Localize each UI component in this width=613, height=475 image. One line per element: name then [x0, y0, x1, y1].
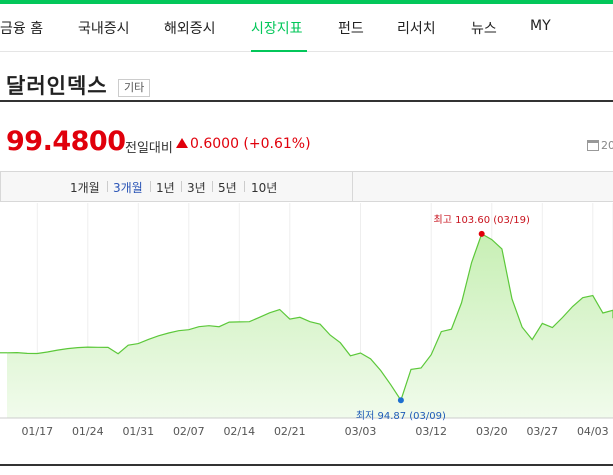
- top-accent-bar: [0, 0, 613, 4]
- chart-svg: 01/17 01/24 01/31 02/07 02/14 02/21 03/03 03/12…: [0, 203, 613, 466]
- period-bar-divider: [352, 172, 353, 201]
- title-row: 달러인덱스 기타: [0, 66, 613, 102]
- nav-item-finance-home[interactable]: 금융 홈: [0, 21, 44, 37]
- nav-item-news[interactable]: 뉴스: [471, 21, 497, 37]
- series-line: [6, 233, 613, 402]
- nav-item-research[interactable]: 리서치: [397, 21, 436, 37]
- x-tick-label: 03/27: [526, 425, 558, 438]
- x-tick-label: 02/14: [223, 425, 255, 438]
- x-tick-label: 02/07: [173, 425, 205, 438]
- nav-item-domestic-stocks[interactable]: 국내증시: [78, 21, 130, 37]
- up-triangle-icon: [176, 138, 188, 148]
- area-fill: [7, 233, 613, 418]
- high-point-marker: [478, 230, 485, 237]
- period-10-years[interactable]: 10년: [251, 181, 278, 195]
- nav-item-my[interactable]: MY: [530, 18, 551, 34]
- period-separator: [150, 181, 151, 192]
- page-title: 달러인덱스: [6, 74, 108, 98]
- x-tick-label: 03/12: [415, 425, 447, 438]
- change-value: 0.6000 (+0.61%): [190, 136, 311, 152]
- x-tick-label: 04/03: [577, 425, 609, 438]
- period-separator: [107, 181, 108, 192]
- current-price: 99.4800: [6, 126, 126, 157]
- dollar-index-chart[interactable]: 01/17 01/24 01/31 02/07 02/14 02/21 03/03 03/12…: [0, 203, 613, 475]
- quote-summary: 99.4800 전일대비 0.6000 (+0.61%) 20: [0, 104, 613, 170]
- x-tick-label: 01/31: [122, 425, 154, 438]
- nav-item-overseas-stocks[interactable]: 해외증시: [164, 21, 216, 37]
- x-tick-label: 03/03: [345, 425, 377, 438]
- period-separator: [244, 181, 245, 192]
- x-tick-label: 01/17: [21, 425, 53, 438]
- x-tick-label: 01/24: [72, 425, 104, 438]
- low-point-marker: [397, 397, 404, 404]
- period-1-month[interactable]: 1개월: [70, 181, 100, 195]
- x-tick-label: 03/20: [476, 425, 508, 438]
- period-3-months[interactable]: 3개월: [113, 181, 143, 195]
- period-1-year[interactable]: 1년: [156, 181, 175, 195]
- low-annotation-label: 최저 94.87 (03/09): [356, 410, 446, 422]
- change-value-wrap: 0.6000 (+0.61%): [176, 136, 311, 152]
- period-separator: [212, 181, 213, 192]
- nav-item-market-indicators[interactable]: 시장지표: [251, 21, 303, 37]
- chart-area: [0, 233, 613, 418]
- category-tag: 기타: [118, 79, 151, 97]
- print-label[interactable]: 20: [601, 139, 613, 152]
- change-label: 전일대비: [125, 141, 173, 156]
- high-annotation-label: 최고 103.60 (03/19): [434, 214, 530, 226]
- chart-x-axis: 01/17 01/24 01/31 02/07 02/14 02/21 03/03 03/12…: [0, 417, 613, 466]
- period-3-years[interactable]: 3년: [187, 181, 206, 195]
- period-separator: [181, 181, 182, 192]
- x-tick-label: 02/21: [274, 425, 306, 438]
- period-bar-divider: [0, 172, 1, 201]
- period-5-years[interactable]: 5년: [218, 181, 237, 195]
- period-selector: 1개월 3개월 1년 3년 5년 10년: [0, 171, 613, 202]
- print-icon[interactable]: [587, 140, 599, 151]
- main-navigation: 금융 홈 국내증시 해외증시 시장지표 펀드 리서치 뉴스 MY: [0, 4, 613, 52]
- active-nav-underline: [251, 50, 307, 52]
- chart-annotations: 최고 103.60 (03/19) 최저 94.87 (03/09): [356, 214, 530, 422]
- nav-item-funds[interactable]: 펀드: [338, 21, 364, 37]
